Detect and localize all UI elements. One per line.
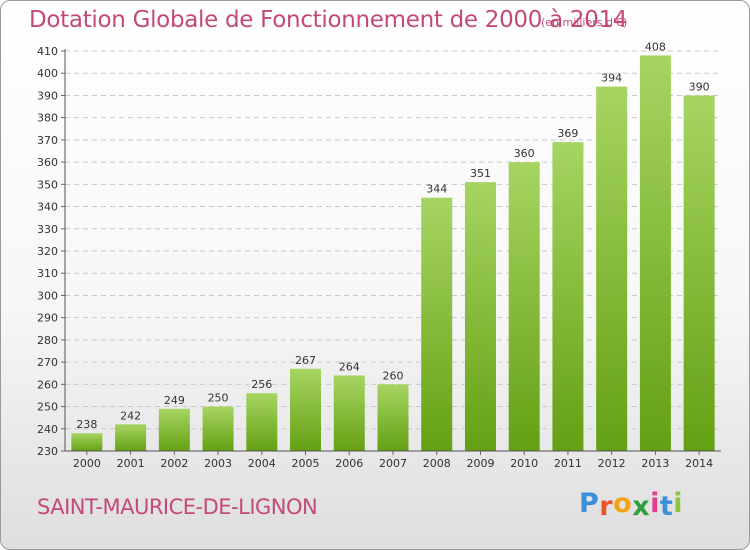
data-label: 260 — [383, 369, 404, 382]
data-label: 369 — [557, 127, 578, 140]
y-tick-label: 340 — [37, 201, 58, 214]
y-tick-label: 300 — [37, 289, 58, 302]
logo-letter: P — [579, 488, 600, 519]
y-axis-ticks: 230 240 250 260 270 280 290 300 310 320 330 340 350 3… — [37, 45, 65, 458]
commune-name: SAINT-MAURICE-DE-LIGNON — [37, 495, 318, 519]
x-tick-label: 2009 — [466, 457, 494, 470]
x-tick-label: 2012 — [598, 457, 626, 470]
bar — [464, 182, 496, 451]
x-tick-label: 2001 — [117, 457, 145, 470]
data-label: 408 — [645, 40, 666, 53]
y-tick-label: 290 — [37, 312, 58, 325]
y-tick-label: 350 — [37, 178, 58, 191]
x-tick-label: 2003 — [204, 457, 232, 470]
bar — [202, 406, 234, 451]
logo-letter: i — [673, 488, 684, 519]
y-tick-label: 230 — [37, 445, 58, 458]
bar — [639, 55, 671, 451]
bar — [377, 384, 409, 451]
data-label: 394 — [601, 72, 622, 85]
x-tick-label: 2006 — [335, 457, 363, 470]
logo-letter: r — [599, 491, 614, 522]
data-label: 267 — [295, 354, 316, 367]
x-tick-label: 2007 — [379, 457, 407, 470]
bar — [71, 433, 103, 451]
y-tick-label: 360 — [37, 156, 58, 169]
y-tick-label: 330 — [37, 223, 58, 236]
data-label: 360 — [514, 147, 535, 160]
proxiti-logo: Proxiti — [579, 488, 684, 522]
bars — [71, 55, 715, 452]
y-tick-label: 280 — [37, 334, 58, 347]
data-label: 390 — [689, 80, 710, 93]
y-tick-label: 380 — [37, 112, 58, 125]
y-tick-label: 390 — [37, 89, 58, 102]
bar — [421, 197, 453, 451]
y-tick-label: 240 — [37, 423, 58, 436]
bar — [158, 408, 190, 451]
y-tick-label: 260 — [37, 378, 58, 391]
y-tick-label: 270 — [37, 356, 58, 369]
bar — [508, 162, 540, 451]
bar — [246, 393, 278, 451]
y-tick-label: 400 — [37, 67, 58, 80]
data-labels: 238 242 249 250 256 267 264 260 344 351 360 369 394 4… — [76, 40, 709, 431]
y-tick-label: 370 — [37, 134, 58, 147]
x-tick-label: 2013 — [641, 457, 669, 470]
x-tick-label: 2004 — [248, 457, 276, 470]
bar — [596, 86, 628, 452]
x-axis-ticks: 2000 2001 2002 2003 2004 2005 2006 2007 2008 2009… — [73, 451, 713, 470]
axes — [64, 49, 721, 452]
y-tick-label: 320 — [37, 245, 58, 258]
x-tick-label: 2008 — [423, 457, 451, 470]
data-label: 256 — [251, 378, 272, 391]
data-label: 238 — [76, 418, 97, 431]
x-tick-label: 2002 — [160, 457, 188, 470]
chart-title: Dotation Globale de Fonctionnement de 20… — [29, 7, 628, 33]
data-label: 351 — [470, 167, 491, 180]
x-tick-label: 2005 — [292, 457, 320, 470]
bar — [115, 424, 147, 451]
data-label: 250 — [208, 392, 229, 405]
chart-unit-note: (en milliers d'€) — [541, 16, 628, 29]
logo-letter: o — [613, 488, 633, 519]
logo-letter: x — [632, 491, 651, 522]
x-tick-label: 2010 — [510, 457, 538, 470]
data-label: 242 — [120, 409, 141, 422]
bar — [290, 368, 322, 451]
x-tick-label: 2000 — [73, 457, 101, 470]
bar — [333, 375, 365, 451]
y-tick-label: 310 — [37, 267, 58, 280]
x-tick-label: 2011 — [554, 457, 582, 470]
y-tick-label: 410 — [37, 45, 58, 58]
bar — [552, 142, 584, 451]
data-label: 264 — [339, 360, 360, 373]
x-tick-label: 2014 — [685, 457, 713, 470]
y-tick-label: 250 — [37, 401, 58, 414]
logo-letter: i — [650, 488, 660, 519]
logo-letter: t — [659, 491, 674, 522]
data-label: 249 — [164, 394, 185, 407]
bar — [683, 95, 715, 451]
data-label: 344 — [426, 183, 447, 196]
